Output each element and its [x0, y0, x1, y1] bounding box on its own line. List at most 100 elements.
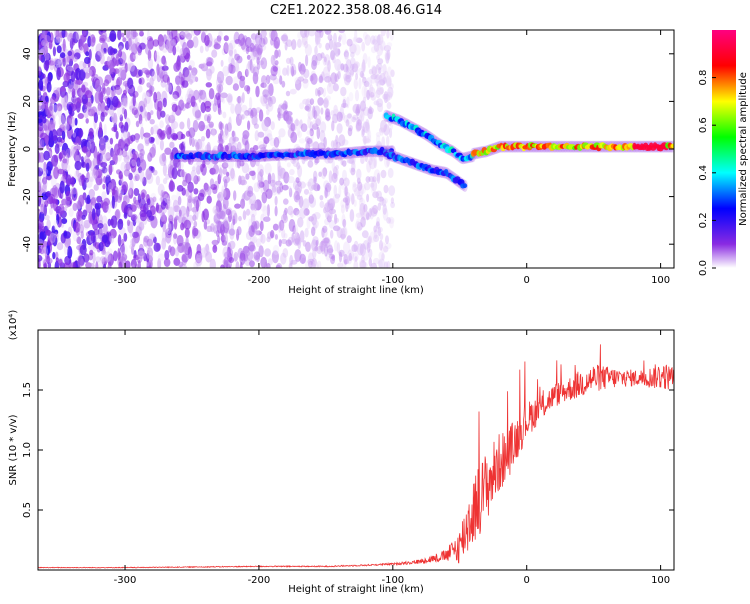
spectrogram-noise-cell — [106, 97, 111, 109]
spectrogram-noise-cell — [381, 252, 385, 261]
spectrogram-noise-cell — [352, 183, 358, 193]
spectrogram-noise-cell — [299, 30, 304, 37]
spectrogram-noise-cell — [49, 102, 55, 115]
spectrogram-noise-cell — [79, 34, 84, 48]
spectrogram-noise-cell — [236, 158, 241, 169]
spectrogram-noise-cell — [372, 176, 377, 183]
spectrogram-noise-cell — [120, 161, 127, 173]
spectrogram-noise-cell — [179, 205, 187, 217]
spectrogram-noise-cell — [255, 37, 262, 46]
spectrogram-noise-cell — [217, 109, 223, 116]
x-tick-label: -200 — [248, 575, 271, 586]
spectrogram-noise-cell — [94, 78, 100, 88]
spectrogram-noise-cell — [244, 110, 251, 116]
spectrogram-noise-cell — [376, 63, 383, 71]
spectrogram-noise-cell — [370, 207, 378, 217]
spectrogram-noise-cell — [53, 186, 59, 199]
spectrogram-noise-cell — [358, 210, 363, 218]
spectrogram-noise-cell — [89, 34, 96, 47]
spectrogram-noise-cell — [131, 107, 138, 116]
spectrogram-noise-cell — [280, 252, 287, 265]
spectrogram-noise-cell — [63, 95, 68, 107]
spectrogram-noise-cell — [343, 177, 350, 187]
y-tick-label: 0 — [22, 146, 33, 152]
spectrogram-noise-cell — [222, 111, 227, 119]
spectrogram-noise-cell — [130, 258, 137, 268]
spectrogram-noise-cell — [82, 66, 91, 73]
spectrogram-noise-cell — [341, 102, 348, 108]
spectrogram-noise-cell — [277, 170, 281, 183]
spectrogram-noise-cell — [242, 130, 250, 139]
spectrogram-noise-cell — [234, 65, 240, 73]
spectrogram-noise-cell — [81, 159, 85, 168]
spectrogram-noise-cell — [59, 60, 63, 69]
spectrogram-noise-cell — [238, 113, 243, 120]
spectrogram-noise-cell — [255, 85, 260, 98]
spectrogram-noise-cell — [244, 36, 252, 48]
spectrogram-noise-cell — [314, 32, 321, 45]
spectrogram-noise-cell — [223, 233, 228, 246]
spectrogram-noise-cell — [299, 181, 306, 189]
spectrogram-noise-cell — [146, 198, 151, 206]
spectrogram-noise-cell — [167, 230, 172, 236]
spectrogram-noise-cell — [300, 30, 308, 38]
spectrogram-noise-cell — [370, 262, 378, 268]
spectrogram-noise-cell — [218, 121, 223, 130]
spectrogram-noise-cell — [155, 134, 160, 145]
spectrogram-noise-cell — [118, 261, 123, 268]
spectrogram-noise-cell — [304, 30, 310, 38]
spectrogram-noise-cell — [327, 213, 333, 219]
spectrogram-noise-cell — [390, 201, 395, 209]
spectrogram-noise-cell — [249, 208, 257, 218]
spectrogram-noise-cell — [382, 93, 388, 100]
spectrogram-noise-cell — [366, 247, 371, 253]
spectrogram-noise-cell — [244, 140, 250, 152]
spectrogram-noise-cell — [326, 244, 334, 256]
spectrogram-noise-cell — [199, 45, 204, 54]
spectrogram-noise-cell — [249, 260, 255, 268]
spectrogram-noise-cell — [338, 36, 342, 43]
spectrogram-noise-cell — [375, 89, 381, 99]
spectrogram-noise-cell — [171, 103, 178, 113]
spectrogram-noise-cell — [93, 112, 98, 124]
x-tick-label: -300 — [114, 575, 137, 586]
spectrogram-noise-cell — [294, 119, 300, 126]
spectrogram-noise-cell — [166, 35, 173, 48]
spectrogram-noise-cell — [317, 260, 322, 268]
spectrogram-noise-cell — [115, 86, 123, 96]
spectrogram-noise-cell — [353, 199, 357, 207]
spectrogram-noise-cell — [138, 77, 142, 85]
y-tick-label: 1.0 — [22, 442, 33, 458]
spectrogram-noise-cell — [65, 153, 70, 165]
spectrogram-noise-cell — [100, 100, 106, 113]
spectrogram-noise-cell — [191, 67, 198, 76]
spectrogram-noise-cell — [297, 61, 302, 72]
spectrogram-noise-cell — [389, 30, 394, 41]
spectrogram-noise-cell — [305, 103, 312, 112]
spectrogram-noise-cell — [293, 207, 300, 216]
spectrogram-noise-cell — [382, 203, 387, 215]
spectrogram-noise-cell — [146, 111, 151, 121]
spectrogram-noise-cell — [123, 95, 128, 107]
spectrogram-noise-cell — [181, 253, 189, 263]
spectrogram-noise-cell — [332, 83, 339, 92]
spectrogram-noise-cell — [245, 208, 251, 216]
spectrogram-noise-cell — [68, 105, 73, 115]
spectrogram-noise-cell — [274, 195, 278, 206]
spectrogram-noise-cell — [297, 217, 304, 228]
spectrogram-noise-cell — [95, 234, 103, 244]
spectrogram-noise-cell — [48, 193, 56, 204]
spectrogram-noise-cell — [352, 36, 359, 42]
spectrogram-noise-cell — [370, 74, 378, 80]
spectrogram-noise-cell — [318, 171, 323, 177]
spectrogram-noise-cell — [88, 48, 92, 61]
spectrogram-noise-cell — [227, 63, 231, 74]
spectrogram-noise-cell — [289, 168, 295, 176]
spectrogram-noise-cell — [228, 171, 236, 182]
spectrogram-noise-cell — [138, 221, 145, 231]
spectrogram-noise-cell — [67, 50, 73, 57]
spectrogram-noise-cell — [184, 103, 191, 109]
y-tick-label: -40 — [22, 236, 33, 252]
spectrogram-noise-cell — [250, 213, 256, 226]
